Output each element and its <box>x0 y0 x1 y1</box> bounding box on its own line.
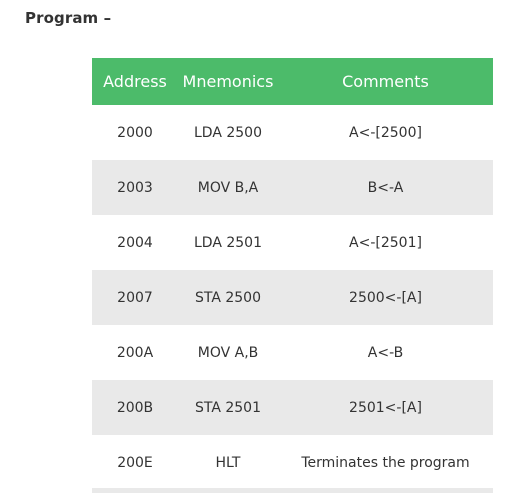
mnemonic-cell: HLT <box>215 454 241 471</box>
address-cell: 200A <box>116 344 154 361</box>
mnemonic-cell: STA 2501 <box>194 399 261 416</box>
comment-cell: A<-[2501] <box>349 234 422 251</box>
section-heading: Program – <box>25 9 112 27</box>
comment-cell: 2500<-[A] <box>349 289 422 306</box>
program-table: Address Mnemonics Comments 2000 LDA 2500… <box>92 58 493 490</box>
mnemonic-cell: MOV B,A <box>197 179 259 196</box>
table-row: 2003 MOV B,A B<-A <box>92 160 493 215</box>
table-header: Address Mnemonics Comments <box>92 58 493 105</box>
comment-cell: A<-[2500] <box>349 124 422 141</box>
address-cell: 2004 <box>117 234 153 251</box>
mnemonic-cell: STA 2500 <box>194 289 261 306</box>
column-header-address: Address <box>103 72 167 91</box>
header-row: Address Mnemonics Comments <box>92 58 493 105</box>
column-header-mnemonics: Mnemonics <box>182 72 274 91</box>
table-row: 200A MOV A,B A<-B <box>92 325 493 380</box>
table-row: 2000 LDA 2500 A<-[2500] <box>92 105 493 160</box>
table-row: 2004 LDA 2501 A<-[2501] <box>92 215 493 270</box>
address-cell: 200E <box>117 454 153 471</box>
comment-cell: A<-B <box>367 344 404 361</box>
address-cell: 2007 <box>117 289 153 306</box>
column-header-comments: Comments <box>342 72 429 91</box>
table-row: 200E HLT Terminates the program <box>92 435 493 490</box>
comment-cell: B<-A <box>367 179 404 196</box>
comment-cell: 2501<-[A] <box>349 399 422 416</box>
mnemonic-cell: MOV A,B <box>197 344 259 361</box>
table-body: 2000 LDA 2500 A<-[2500] 2003 MOV B,A B<-… <box>92 105 493 490</box>
address-cell: 2003 <box>117 179 153 196</box>
mnemonic-cell: LDA 2501 <box>194 234 262 251</box>
comment-cell: Terminates the program <box>301 454 470 471</box>
table-row: 200B STA 2501 2501<-[A] <box>92 380 493 435</box>
table-bottom-divider <box>92 488 493 493</box>
table-row: 2007 STA 2500 2500<-[A] <box>92 270 493 325</box>
mnemonic-cell: LDA 2500 <box>194 124 262 141</box>
address-cell: 2000 <box>117 124 153 141</box>
address-cell: 200B <box>116 399 154 416</box>
